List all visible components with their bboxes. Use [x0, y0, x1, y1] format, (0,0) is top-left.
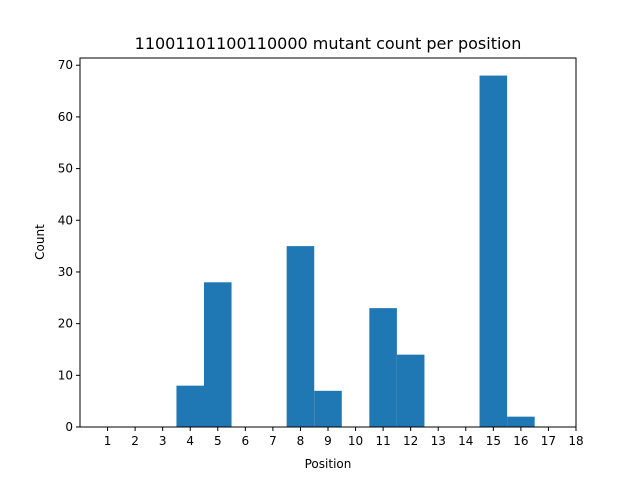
x-tick-label: 1 — [104, 434, 112, 448]
chart-title: 11001101100110000 mutant count per posit… — [135, 34, 522, 53]
x-tick-label: 7 — [269, 434, 277, 448]
x-tick-label: 5 — [214, 434, 222, 448]
x-tick-label: 13 — [431, 434, 446, 448]
bar — [369, 308, 397, 427]
x-tick-label: 14 — [458, 434, 473, 448]
x-axis-title: Position — [305, 457, 352, 471]
bar — [204, 282, 232, 427]
x-tick-label: 8 — [297, 434, 305, 448]
bar — [396, 354, 425, 427]
x-tick-label: 10 — [348, 434, 363, 448]
x-tick-label: 15 — [486, 434, 501, 448]
bar — [176, 385, 204, 427]
x-tick-label: 3 — [159, 434, 167, 448]
x-tick-label: 2 — [131, 434, 139, 448]
plot-frame — [79, 57, 577, 428]
x-tick-label: 6 — [242, 434, 250, 448]
y-tick-label: 70 — [58, 58, 73, 72]
x-tick-label: 17 — [541, 434, 556, 448]
y-tick-label: 20 — [58, 317, 73, 331]
x-tick-label: 4 — [186, 434, 194, 448]
x-tick-label: 16 — [513, 434, 528, 448]
y-tick-label: 40 — [58, 213, 73, 227]
y-axis-ticks: 0 10 20 30 40 50 60 70 — [58, 58, 80, 434]
y-tick-label: 60 — [58, 110, 73, 124]
y-tick-label: 10 — [58, 368, 73, 382]
bar — [507, 416, 535, 427]
x-tick-label: 12 — [403, 434, 418, 448]
bar — [479, 75, 508, 428]
x-axis-ticks: 1 2 3 4 5 6 7 8 9 10 11 12 13 14 15 16 17 18 — [104, 427, 584, 448]
x-tick-label: 18 — [568, 434, 583, 448]
bar — [286, 246, 315, 427]
y-tick-label: 30 — [58, 265, 73, 279]
x-tick-label: 11 — [375, 434, 390, 448]
y-tick-label: 0 — [65, 420, 73, 434]
bars-group — [176, 75, 535, 428]
bar — [314, 390, 342, 427]
y-tick-label: 50 — [58, 162, 73, 176]
x-tick-label: 9 — [324, 434, 332, 448]
y-axis-title: Count — [33, 224, 47, 260]
